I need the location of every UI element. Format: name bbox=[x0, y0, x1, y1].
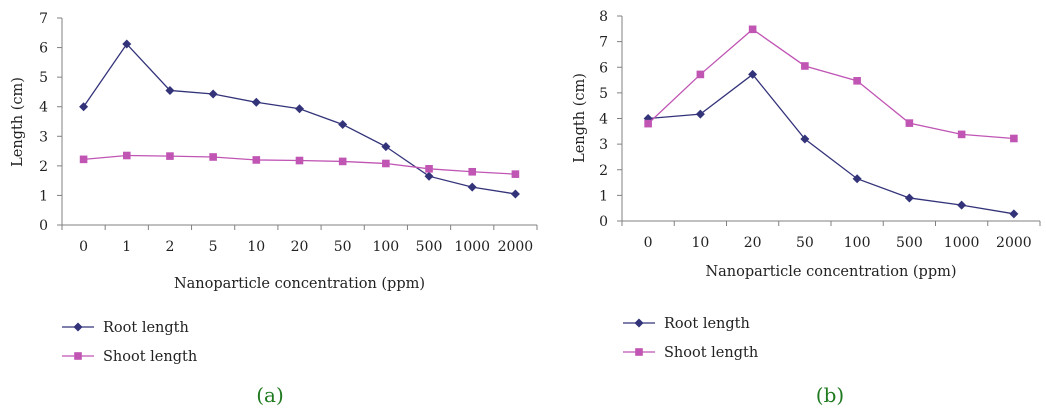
data-point-shoot-a bbox=[425, 165, 433, 173]
data-point-root-b bbox=[1009, 209, 1019, 219]
data-point-root-a bbox=[79, 102, 89, 112]
panel-label-b: (b) bbox=[816, 383, 844, 407]
x-tick-label-b: 0 bbox=[644, 235, 653, 251]
x-tick-label-b: 1000 bbox=[944, 235, 980, 251]
data-point-shoot-a bbox=[382, 159, 390, 168]
chart-panel-b: 0 1 2 3 4 5 6 7 8 0 10 20 50 100 500 1000 2000 Nanopartic… bbox=[572, 9, 1041, 407]
legend-marker-shoot-a bbox=[74, 352, 82, 360]
data-point-shoot-a bbox=[468, 167, 477, 176]
data-point-root-b bbox=[748, 69, 758, 79]
x-tick-label-b: 10 bbox=[691, 235, 709, 251]
legend-marker-root-b bbox=[634, 318, 644, 328]
y-tick-label-b: 4 bbox=[599, 112, 608, 128]
y-tick-label-b: 8 bbox=[599, 9, 608, 25]
y-tick-label-a: 1 bbox=[39, 188, 48, 204]
x-tick-label-a: 0 bbox=[79, 239, 88, 255]
data-point-shoot-b bbox=[748, 25, 757, 34]
data-point-shoot-b bbox=[957, 130, 966, 139]
data-point-root-a bbox=[208, 89, 218, 99]
data-point-root-a bbox=[381, 142, 391, 152]
y-tick-label-a: 0 bbox=[39, 218, 48, 234]
data-point-shoot-a bbox=[122, 151, 131, 160]
chart-panel-a: 0 1 2 3 4 5 6 7 0 1 2 5 10 20 50 100 500 1000 2000 Nanopart… bbox=[10, 11, 538, 407]
data-point-shoot-a bbox=[338, 157, 347, 166]
data-point-shoot-a bbox=[166, 152, 174, 160]
data-point-shoot-b bbox=[853, 77, 861, 85]
y-tick-label-a: 5 bbox=[39, 70, 48, 86]
data-point-shoot-a bbox=[209, 153, 217, 161]
series-line-root-a bbox=[83, 42, 516, 195]
x-tick-label-b: 100 bbox=[844, 235, 871, 251]
data-point-root-a bbox=[510, 189, 520, 199]
data-point-root-b bbox=[957, 200, 967, 210]
data-point-shoot-a bbox=[252, 156, 261, 164]
x-tick-label-a: 1000 bbox=[454, 239, 490, 255]
data-point-shoot-b bbox=[644, 119, 652, 128]
data-point-root-a bbox=[424, 171, 434, 181]
panel-label-a: (a) bbox=[256, 383, 284, 407]
x-tick-label-a: 500 bbox=[416, 239, 443, 255]
data-point-shoot-a bbox=[511, 170, 520, 178]
data-point-shoot-b bbox=[801, 62, 809, 70]
legend-label-root-b: Root length bbox=[664, 316, 750, 332]
legend-marker-shoot-b bbox=[635, 348, 643, 356]
data-point-root-a bbox=[122, 39, 132, 49]
x-tick-label-a: 20 bbox=[291, 239, 309, 255]
x-axis-title-a: Nanoparticle concentration (ppm) bbox=[174, 276, 425, 292]
y-axis-title-a: Length (cm) bbox=[10, 77, 26, 167]
y-tick-label-b: 6 bbox=[599, 60, 608, 76]
y-tick-label-a: 6 bbox=[39, 41, 48, 57]
x-axis-title-b: Nanoparticle concentration (ppm) bbox=[705, 264, 956, 280]
data-point-root-a bbox=[165, 85, 175, 95]
data-point-root-a bbox=[251, 97, 261, 107]
y-tick-label-b: 2 bbox=[599, 163, 608, 179]
data-point-root-b bbox=[904, 193, 914, 203]
y-axis-title-b: Length (cm) bbox=[572, 73, 588, 163]
x-tick-label-b: 20 bbox=[744, 235, 762, 251]
series-line-root-b bbox=[648, 73, 1014, 215]
y-tick-label-a: 7 bbox=[39, 11, 48, 27]
y-tick-label-b: 5 bbox=[599, 86, 608, 102]
data-point-shoot-b bbox=[905, 119, 914, 127]
x-tick-label-a: 50 bbox=[334, 239, 352, 255]
x-tick-label-a: 10 bbox=[247, 239, 265, 255]
data-point-root-b bbox=[695, 109, 705, 119]
y-tick-label-a: 3 bbox=[39, 129, 48, 145]
x-tick-label-b: 500 bbox=[896, 235, 923, 251]
data-point-root-a bbox=[338, 119, 348, 129]
x-tick-label-a: 2000 bbox=[498, 239, 534, 255]
y-tick-label-b: 0 bbox=[599, 214, 608, 230]
legend-label-root-a: Root length bbox=[103, 320, 189, 336]
data-point-shoot-b bbox=[1010, 134, 1018, 143]
legend-label-shoot-b: Shoot length bbox=[664, 345, 758, 361]
data-point-root-a bbox=[295, 104, 304, 114]
data-point-shoot-b bbox=[696, 70, 705, 79]
legend-label-shoot-a: Shoot length bbox=[103, 349, 197, 365]
x-tick-label-a: 1 bbox=[122, 239, 131, 255]
y-tick-label-a: 4 bbox=[39, 100, 48, 116]
data-point-shoot-a bbox=[295, 156, 304, 165]
data-point-root-b bbox=[852, 174, 862, 184]
series-line-shoot-b bbox=[647, 28, 1014, 140]
x-tick-label-a: 100 bbox=[372, 239, 399, 255]
x-tick-label-a: 2 bbox=[165, 239, 174, 255]
y-tick-label-b: 1 bbox=[599, 188, 608, 204]
x-tick-label-b: 2000 bbox=[996, 235, 1032, 251]
y-tick-label-b: 3 bbox=[599, 137, 608, 153]
data-point-root-a bbox=[467, 182, 477, 192]
y-tick-label-a: 2 bbox=[39, 159, 48, 175]
data-point-root-b bbox=[800, 134, 810, 144]
y-tick-label-b: 7 bbox=[599, 35, 608, 51]
x-tick-label-b: 50 bbox=[796, 235, 814, 251]
x-tick-label-a: 5 bbox=[209, 239, 218, 255]
legend-marker-root-a bbox=[73, 322, 83, 332]
data-point-shoot-a bbox=[79, 155, 88, 164]
